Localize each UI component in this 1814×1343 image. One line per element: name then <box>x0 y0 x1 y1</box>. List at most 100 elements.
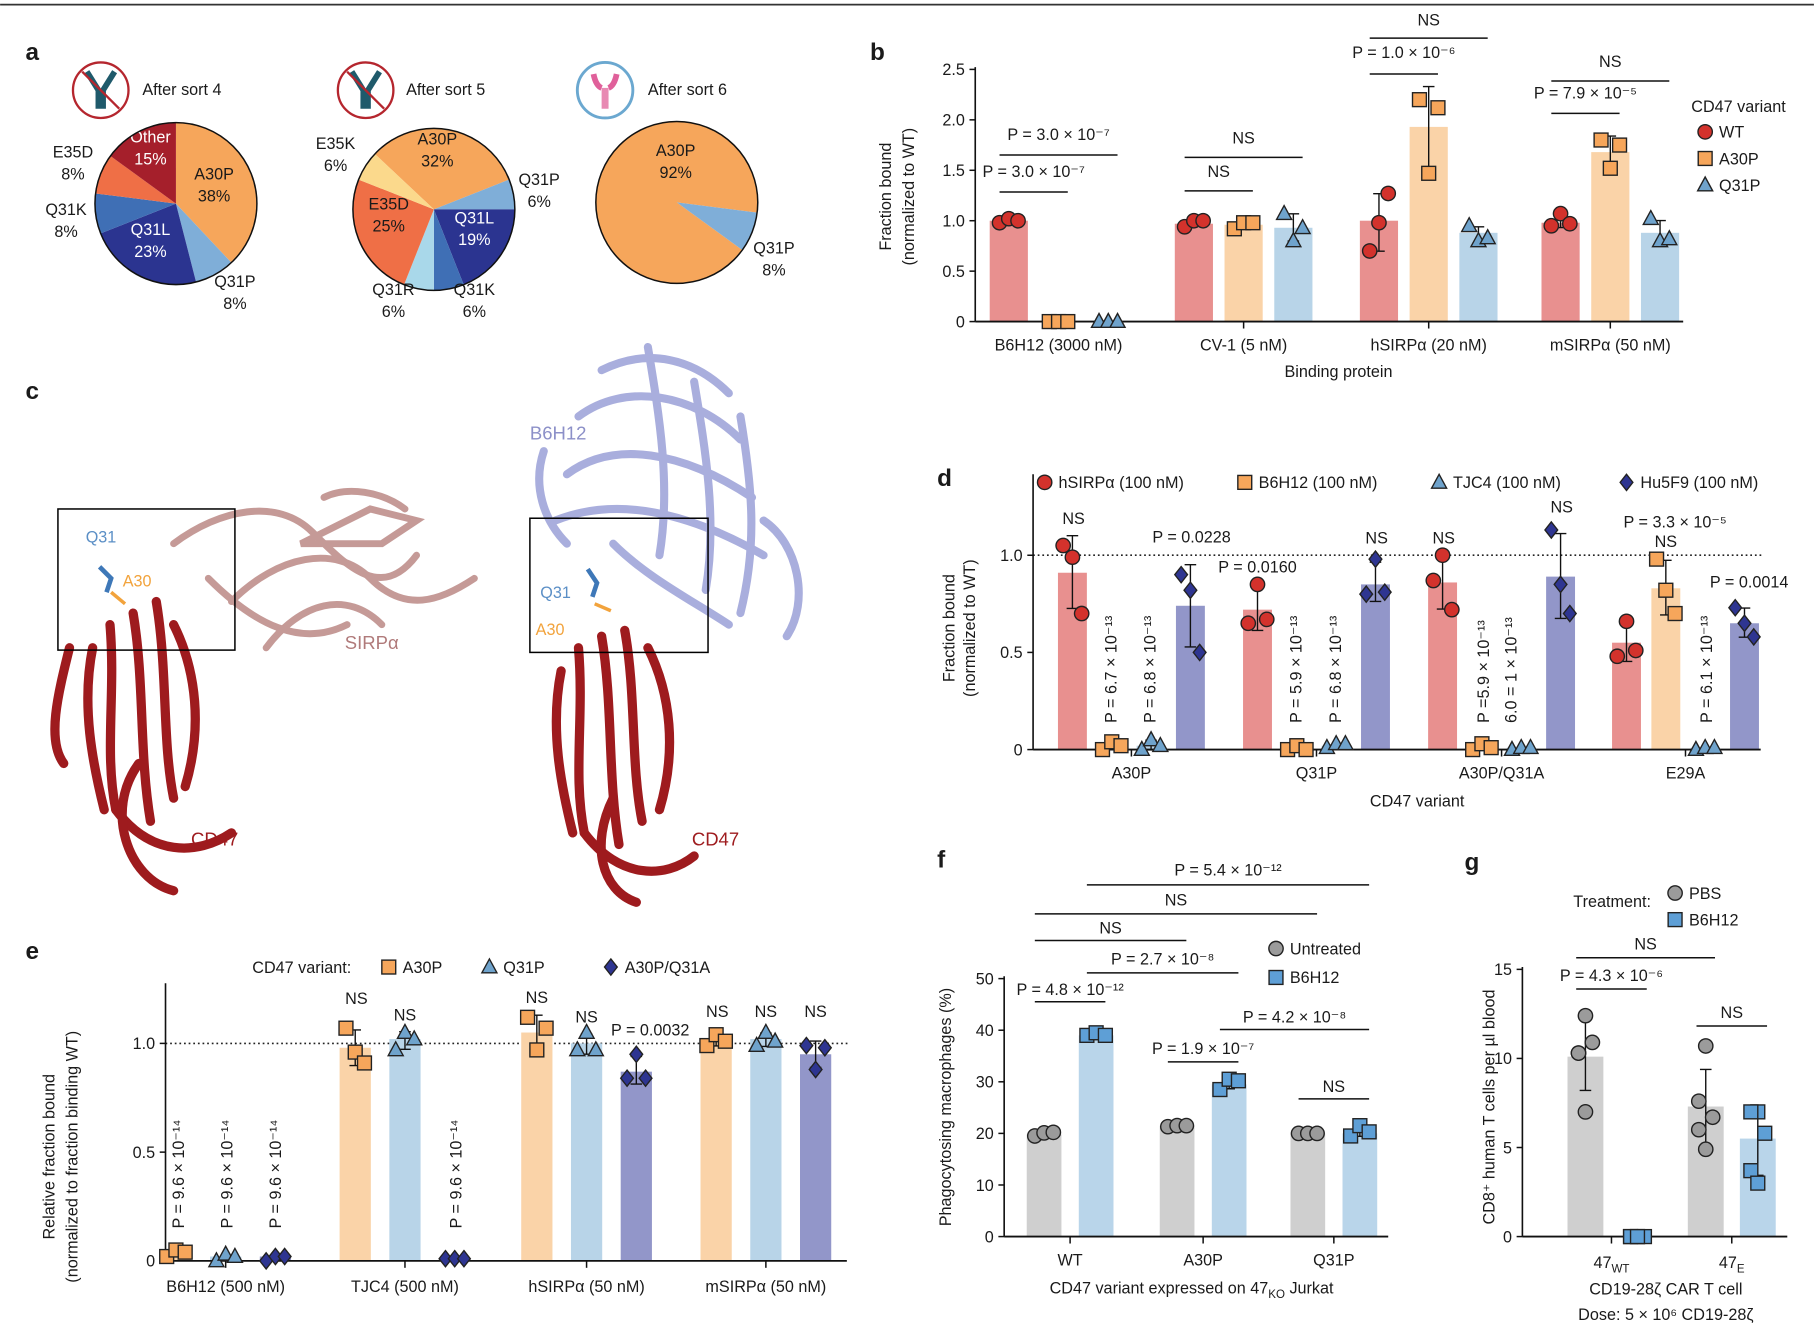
significance-label: NS <box>526 989 549 1007</box>
data-point-circle <box>1425 572 1442 589</box>
sirpa-label: SIRPα <box>345 632 399 653</box>
legend-label: WT <box>1719 124 1744 142</box>
data-point-square <box>1097 1027 1114 1044</box>
legend-marker-circle <box>1036 474 1053 491</box>
bar <box>339 1047 371 1261</box>
legend-marker-diamond <box>603 957 619 977</box>
legend-marker-triangle <box>1430 472 1448 489</box>
data-point-circle <box>1690 1121 1707 1138</box>
data-point-triangle <box>1460 216 1478 233</box>
data-point-diamond <box>1727 598 1743 617</box>
data-point-circle <box>1552 205 1569 222</box>
x-tick-label: Q31P <box>1296 765 1337 783</box>
y-tick-label: 2.0 <box>942 112 965 130</box>
data-point-triangle <box>1284 231 1303 248</box>
significance-label: NS <box>1062 510 1085 528</box>
significance-label: P = 0.0032 <box>611 1021 689 1039</box>
panel-label-f: f <box>937 847 946 874</box>
data-point-circle <box>1309 1125 1325 1142</box>
antibody-crossed-icon <box>336 61 395 120</box>
slice-percent: 25% <box>373 217 405 235</box>
data-point-circle <box>1010 212 1026 229</box>
x-tick-label-subscript: E <box>1737 1263 1745 1275</box>
data-point-square <box>1667 605 1683 622</box>
data-point-diamond <box>1173 565 1189 584</box>
pie-chart: A30P 32% Q31P 6% Q31L 19% Q31K 6% Q31R 6% E35D 25% E… <box>316 127 560 321</box>
y-tick-label: 1.0 <box>1000 547 1023 565</box>
sirpa-receptor-icon <box>575 61 635 120</box>
pie-slice-e35d <box>95 155 176 204</box>
data-point-circle <box>1704 1109 1721 1126</box>
a30-sidechain <box>110 590 127 606</box>
cd47-label: CD47 <box>191 829 238 850</box>
residue-label-q31: Q31 <box>86 529 117 547</box>
data-point-circle <box>1055 537 1072 554</box>
slice-label: Q31R <box>372 281 414 299</box>
significance-label: P = 3.3 × 10⁻⁵ <box>1624 513 1727 531</box>
y-tick-label: 0.5 <box>942 263 965 281</box>
slice-label: E35D <box>369 195 409 213</box>
slice-label: A30P <box>418 131 458 149</box>
x-tick-label: B6H12 (3000 nM) <box>995 336 1123 354</box>
y-tick-label: 1.0 <box>133 1035 156 1053</box>
data-point-circle <box>1443 601 1460 618</box>
data-point-circle <box>1690 1093 1707 1110</box>
data-point-diamond <box>799 1036 814 1055</box>
data-point-diamond <box>1377 582 1392 602</box>
bar <box>521 1032 553 1261</box>
significance-label: NS <box>345 990 368 1008</box>
data-point-square <box>1361 1124 1377 1140</box>
data-point-circle <box>1178 1117 1195 1134</box>
legend-marker-square <box>1268 969 1284 986</box>
significance-label: P =5.9 × 10⁻¹³ <box>1475 620 1493 723</box>
cd47-ribbon <box>50 596 237 896</box>
slice-label: Q31L <box>131 221 171 239</box>
data-point-diamond <box>1553 575 1568 594</box>
slice-label: Q31P <box>753 239 794 257</box>
data-point-triangle <box>1479 228 1497 245</box>
data-point-square <box>1113 738 1129 754</box>
significance-label: NS <box>1365 530 1388 548</box>
x-tick-label: 47E <box>1719 1254 1745 1276</box>
x-axis-label-pre: CD47 variant expressed on 47 <box>1050 1279 1269 1297</box>
significance-label: P = 1.0 × 10⁻⁶ <box>1352 44 1455 62</box>
pie-outline <box>595 120 759 285</box>
legend-label: B6H12 (100 nM) <box>1259 474 1378 492</box>
y-tick-label: 1.0 <box>942 212 965 230</box>
y-axis-label: Fraction bound <box>877 143 895 251</box>
x-tick-label: E29A <box>1666 765 1706 783</box>
data-point-circle <box>1073 605 1090 622</box>
significance-label: P = 9.6 × 10⁻¹⁴ <box>267 1120 285 1229</box>
zoom-box <box>57 508 236 651</box>
data-point-square <box>1298 741 1314 758</box>
legend-marker-square <box>1667 911 1683 928</box>
significance-label: NS <box>1323 1078 1346 1096</box>
legend-title: CD47 variant <box>1691 98 1786 116</box>
data-point-circle <box>1584 1034 1601 1051</box>
y-tick-label: 0 <box>985 1228 994 1246</box>
data-point-circle <box>1045 1124 1062 1141</box>
data-point-triangle <box>216 1244 235 1261</box>
data-point-square <box>1411 92 1428 108</box>
x-axis-label: Binding protein <box>1284 363 1392 381</box>
significance-label: P = 5.4 × 10⁻¹² <box>1174 862 1282 880</box>
significance-label: NS <box>1550 498 1573 516</box>
significance-label: NS <box>1165 892 1188 910</box>
panel-b-bar-chart: 0 0.5 1.0 1.5 2.0 2.5 B6H12 (3000 nM) CV-1 (5 n… <box>877 11 1786 381</box>
slice-percent: 32% <box>421 153 453 171</box>
data-point-diamond <box>1746 627 1761 647</box>
data-point-square <box>1593 132 1609 148</box>
y-tick-label: 2.5 <box>942 61 965 79</box>
significance-label: P = 4.3 × 10⁻⁶ <box>1560 967 1663 985</box>
x-tick-label: A30P <box>1183 1251 1223 1269</box>
data-point-square <box>177 1244 193 1260</box>
slice-label: Other <box>130 128 171 146</box>
legend-label: B6H12 <box>1689 911 1739 929</box>
antibody-crossed-icon <box>71 61 130 120</box>
legend-label: TJC4 (100 nM) <box>1453 474 1561 492</box>
pie-slice-q31k <box>94 193 176 234</box>
data-point-square <box>1060 313 1076 330</box>
data-point-square <box>717 1033 734 1049</box>
data-point-triangle <box>405 1029 423 1046</box>
residue-label-q31: Q31 <box>540 584 571 602</box>
